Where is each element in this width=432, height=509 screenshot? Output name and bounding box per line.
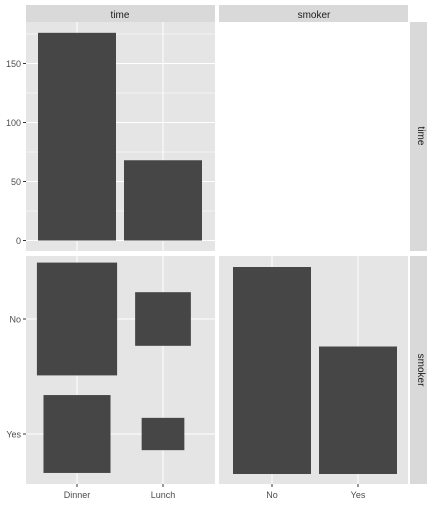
- bar-no-lunch: [135, 292, 191, 346]
- row-strip-time: time: [415, 127, 426, 146]
- y-tick-label: No: [9, 315, 21, 325]
- x-tick-label: Lunch: [151, 490, 176, 500]
- marks-layer: [36, 32, 397, 474]
- bar-smoker-yes: [319, 346, 397, 474]
- col-strip-smoker-bg: [219, 5, 408, 22]
- panel-smoker-time-empty: [219, 22, 408, 251]
- y-tick-label: 150: [6, 59, 21, 69]
- y-tick-label: 50: [11, 177, 21, 187]
- bar-time-dinner: [38, 32, 116, 241]
- bar-smoker-no: [233, 267, 311, 474]
- bar-time-lunch: [124, 160, 202, 241]
- bar-yes-lunch: [141, 417, 185, 451]
- col-strip-smoker: smoker: [298, 10, 331, 21]
- y-tick-label: 100: [6, 118, 21, 128]
- bar-yes-dinner: [43, 395, 111, 473]
- x-tick-label: Dinner: [64, 490, 91, 500]
- col-strip-time-bg: [26, 5, 215, 22]
- bar-no-dinner: [36, 262, 118, 376]
- y-tick-label: Yes: [6, 430, 21, 440]
- x-tick-label: No: [266, 490, 278, 500]
- x-tick-label: Yes: [351, 490, 366, 500]
- y-tick-label: 0: [16, 236, 21, 246]
- col-strip-time: time: [111, 10, 130, 21]
- row-strip-smoker-bg: [410, 256, 427, 484]
- row-strip-smoker: smoker: [415, 354, 426, 387]
- axes-layer: 0 50 100 150 No Yes Dinner Lunch No Yes: [6, 59, 366, 500]
- row-strip-time-bg: [410, 22, 427, 251]
